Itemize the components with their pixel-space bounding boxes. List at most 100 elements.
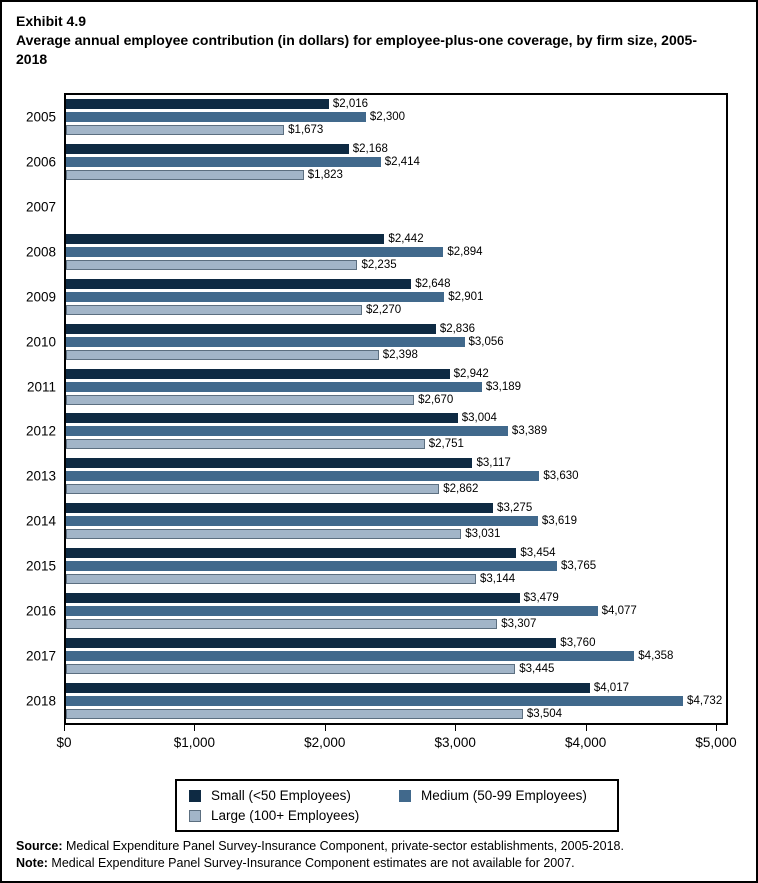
bar-2013-medium: $3,630 xyxy=(66,470,579,482)
bar-value-label: $3,056 xyxy=(468,335,504,348)
bar-2005-small: $2,016 xyxy=(66,98,368,110)
bar-2018-medium: $4,732 xyxy=(66,695,722,707)
bar-value-label: $2,300 xyxy=(369,111,406,124)
bar-value-label: $2,862 xyxy=(443,483,479,496)
year-group-2010: 2010 $2,836 $3,056 $2,398 xyxy=(26,319,726,364)
bar-value-label: $2,942 xyxy=(453,367,489,380)
legend-item-medium: Medium (50-99 Employees) xyxy=(399,788,607,803)
bar-value-label: $4,732 xyxy=(687,694,723,707)
year-group-2015: 2015 $3,454 $3,765 $3,144 xyxy=(26,544,726,589)
source-label: Source: xyxy=(16,839,63,853)
y-axis-label-2016: 2016 xyxy=(25,603,56,619)
title-block: Exhibit 4.9 Average annual employee cont… xyxy=(16,12,716,69)
bar-value-label: $3,630 xyxy=(543,470,579,483)
bar-value-label: $3,389 xyxy=(511,425,548,438)
bar-2008-medium: $2,894 xyxy=(66,246,483,258)
bar-value-label: $3,144 xyxy=(479,573,516,586)
bar-2016-medium: $4,077 xyxy=(66,605,637,617)
y-axis-label-2009: 2009 xyxy=(25,289,56,305)
bar-value-label: $3,445 xyxy=(519,662,555,675)
bar-2016-large: $3,307 xyxy=(66,618,536,630)
bar-2015-medium: $3,765 xyxy=(66,560,596,572)
legend-label: Medium (50-99 Employees) xyxy=(421,788,587,803)
bar-2011-large: $2,670 xyxy=(66,394,453,406)
bar-value-label: $3,117 xyxy=(476,457,511,470)
year-group-2005: 2005 $2,016 $2,300 $1,673 xyxy=(26,95,726,140)
bar-2010-large: $2,398 xyxy=(66,349,418,361)
note-line: Note: Medical Expenditure Panel Survey-I… xyxy=(16,855,742,872)
bar-value-label: $4,077 xyxy=(601,604,637,617)
source-text: Medical Expenditure Panel Survey-Insuran… xyxy=(62,839,624,853)
bar-2010-small: $2,836 xyxy=(66,323,475,335)
x-axis-tick xyxy=(194,725,196,731)
bar-2010-medium: $3,056 xyxy=(66,336,504,348)
bar-value-label: $3,031 xyxy=(465,528,501,541)
year-group-2013: 2013 $3,117 $3,630 $2,862 xyxy=(26,454,726,499)
y-axis-label-2005: 2005 xyxy=(25,109,56,125)
x-axis-tick-label: $2,000 xyxy=(304,735,346,750)
x-axis-tick xyxy=(455,725,457,731)
y-axis-label-2015: 2015 xyxy=(25,558,56,574)
bar-value-label: $2,901 xyxy=(448,290,484,303)
source-line: Source: Medical Expenditure Panel Survey… xyxy=(16,838,742,855)
bar-value-label: $2,235 xyxy=(361,259,397,271)
y-axis-label-2010: 2010 xyxy=(25,334,56,350)
bar-2017-medium: $4,358 xyxy=(66,650,673,662)
bar-2014-small: $3,275 xyxy=(66,502,532,514)
bar-2012-small: $3,004 xyxy=(66,412,497,424)
bar-value-label: $2,168 xyxy=(352,143,388,156)
legend: Small (<50 Employees) Medium (50-99 Emplo… xyxy=(175,779,619,832)
bar-2005-medium: $2,300 xyxy=(66,111,405,123)
bar-2012-large: $2,751 xyxy=(66,438,464,450)
year-group-2007: 2007 xyxy=(26,185,726,230)
bar-2005-large: $1,673 xyxy=(66,124,323,136)
bar-rows-container: 2005 $2,016 $2,300 $1,673 2006 $2,168 $2,414 $1… xyxy=(26,95,726,723)
bar-value-label: $4,358 xyxy=(638,649,674,662)
legend-item-small: Small (<50 Employees) xyxy=(189,788,399,803)
y-axis-label-2014: 2014 xyxy=(25,513,56,529)
exhibit-number: Exhibit 4.9 xyxy=(16,13,87,29)
bar-value-label: $1,823 xyxy=(307,169,343,182)
chart-title: Average annual employee contribution (in… xyxy=(16,32,697,67)
x-axis-tick xyxy=(324,725,326,731)
bar-2009-medium: $2,901 xyxy=(66,291,483,303)
y-axis-label-2018: 2018 xyxy=(25,693,56,709)
bar-value-label: $3,189 xyxy=(485,380,522,393)
bar-2013-small: $3,117 xyxy=(66,457,511,469)
y-axis-label-2008: 2008 xyxy=(25,244,56,260)
bar-value-label: $2,398 xyxy=(382,348,418,361)
bar-2016-small: $3,479 xyxy=(66,592,559,604)
x-axis-tick-label: $3,000 xyxy=(434,735,476,750)
x-axis-tick-label: $0 xyxy=(56,735,72,750)
y-axis-label-2011: 2011 xyxy=(26,379,56,395)
bar-value-label: $3,307 xyxy=(501,617,537,630)
footnotes: Source: Medical Expenditure Panel Survey… xyxy=(16,838,742,872)
bar-value-label: $1,673 xyxy=(288,124,324,137)
bar-value-label: $2,414 xyxy=(384,156,420,169)
bar-value-label: $2,016 xyxy=(332,98,369,111)
bar-value-label: $2,751 xyxy=(428,438,464,451)
bar-value-label: $3,504 xyxy=(526,707,563,720)
bar-2012-medium: $3,389 xyxy=(66,425,547,437)
bar-value-label: $3,275 xyxy=(497,502,533,515)
bar-value-label: $3,760 xyxy=(560,636,596,649)
x-axis-tick xyxy=(64,725,65,731)
bar-2006-small: $2,168 xyxy=(66,143,388,155)
bar-value-label: $3,004 xyxy=(461,412,497,425)
bar-2017-large: $3,445 xyxy=(66,663,554,675)
bar-2013-large: $2,862 xyxy=(66,483,478,495)
bar-2014-medium: $3,619 xyxy=(66,515,577,527)
bar-2018-small: $4,017 xyxy=(66,682,629,694)
bar-2011-medium: $3,189 xyxy=(66,381,521,393)
year-group-2011: 2011 $2,942 $3,189 $2,670 xyxy=(27,364,726,409)
x-axis-tick-label: $5,000 xyxy=(695,735,737,750)
bar-value-label: $2,442 xyxy=(388,233,424,245)
x-axis-tick xyxy=(716,725,717,731)
bar-value-label: $2,894 xyxy=(447,246,483,258)
year-group-2017: 2017 $3,760 $4,358 $3,445 xyxy=(26,633,726,678)
bar-2006-large: $1,823 xyxy=(66,169,343,181)
bar-value-label: $2,670 xyxy=(418,393,454,406)
bar-2018-large: $3,504 xyxy=(66,708,562,720)
legend-label: Large (100+ Employees) xyxy=(211,808,360,823)
